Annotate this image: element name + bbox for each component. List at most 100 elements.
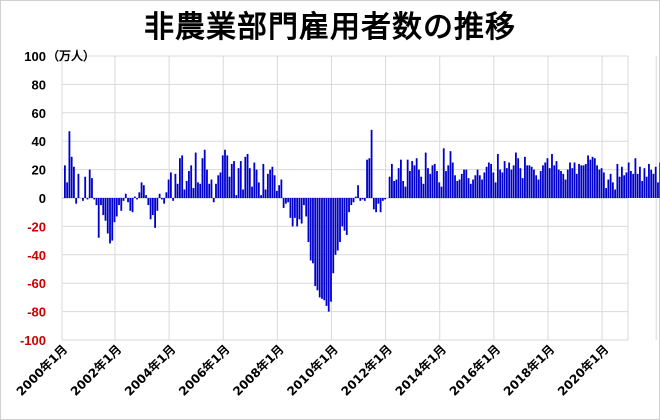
bar — [390, 163, 393, 198]
bar — [339, 198, 341, 243]
bar — [413, 165, 416, 198]
bar — [519, 168, 522, 198]
y-tick-label: 0 — [39, 191, 46, 206]
bar — [300, 198, 303, 224]
bar — [179, 158, 181, 198]
bar — [70, 156, 73, 198]
bar — [580, 165, 583, 198]
bar — [275, 190, 278, 198]
y-tick-label: -40 — [27, 248, 46, 263]
bar — [75, 198, 78, 204]
bar — [564, 179, 567, 198]
bar — [469, 183, 472, 198]
bar — [566, 169, 569, 198]
bar — [325, 198, 328, 306]
bar — [458, 179, 461, 198]
bar — [442, 148, 445, 198]
bar — [327, 198, 330, 312]
bar — [224, 149, 226, 198]
bar — [616, 163, 619, 198]
bar — [136, 198, 138, 200]
bar — [264, 189, 267, 198]
bar — [95, 198, 98, 206]
bar — [199, 183, 202, 198]
bar — [332, 198, 335, 274]
bar — [66, 182, 69, 198]
bar — [501, 172, 504, 198]
bar — [440, 186, 443, 198]
bar — [255, 169, 258, 198]
bar — [174, 173, 177, 198]
bar — [411, 161, 414, 198]
bar — [194, 152, 197, 198]
bar — [287, 198, 290, 203]
bar — [589, 159, 592, 198]
bar — [422, 183, 425, 198]
bar — [582, 165, 585, 198]
bar — [237, 168, 240, 198]
bar — [375, 198, 377, 213]
bar — [381, 198, 384, 201]
bar — [560, 171, 562, 198]
bar — [512, 165, 515, 198]
bar — [384, 198, 387, 200]
bar — [109, 198, 111, 244]
bar — [372, 198, 375, 210]
bar — [521, 178, 524, 198]
chart-title: 非農業部門雇用者数の推移 — [144, 10, 516, 45]
bar — [280, 179, 283, 198]
bar — [226, 155, 229, 198]
y-unit-label: （万人） — [47, 48, 95, 63]
bar — [494, 182, 497, 198]
bar — [111, 198, 114, 241]
y-tick-label: -20 — [27, 219, 46, 234]
bar — [244, 156, 247, 198]
y-axis-ticks: 100 80 60 40 20 0 -20 -40 -60 -80 -100 — [20, 49, 46, 348]
bar — [539, 171, 542, 198]
x-tick-label: 2004年1月 — [121, 342, 178, 399]
bar — [368, 158, 371, 198]
x-tick-label: 2006年1月 — [175, 342, 232, 399]
bar — [490, 163, 492, 198]
bar — [630, 171, 632, 198]
bar — [221, 155, 224, 198]
y-tick-label: -80 — [27, 305, 46, 320]
bar — [248, 168, 251, 198]
bar — [429, 173, 432, 198]
bar — [149, 198, 152, 220]
bar — [546, 158, 549, 198]
bar — [415, 158, 418, 198]
bar — [357, 185, 359, 198]
bar — [433, 163, 436, 198]
bar — [86, 198, 89, 200]
bar — [510, 169, 513, 198]
bar — [113, 198, 116, 223]
bar — [505, 168, 508, 198]
bar — [294, 198, 296, 218]
bar — [447, 165, 450, 198]
bar — [273, 175, 276, 198]
y-tick-label: -100 — [20, 333, 46, 348]
bar — [309, 198, 312, 261]
bar — [377, 198, 380, 204]
bar — [366, 159, 368, 198]
bar — [562, 173, 565, 198]
bar — [321, 198, 323, 299]
bar — [578, 163, 580, 198]
bar — [573, 162, 576, 198]
bar — [553, 165, 556, 198]
bar — [463, 169, 465, 198]
bar — [185, 180, 188, 198]
bar — [345, 198, 348, 235]
bar — [575, 173, 578, 198]
bar — [156, 198, 159, 211]
y-tick-label: -60 — [27, 276, 46, 291]
bar — [160, 198, 163, 200]
y-tick-label: 40 — [32, 134, 46, 149]
bar — [427, 168, 429, 198]
bar — [140, 182, 143, 198]
bar — [145, 195, 147, 198]
bar — [341, 198, 344, 227]
bar — [587, 155, 589, 198]
